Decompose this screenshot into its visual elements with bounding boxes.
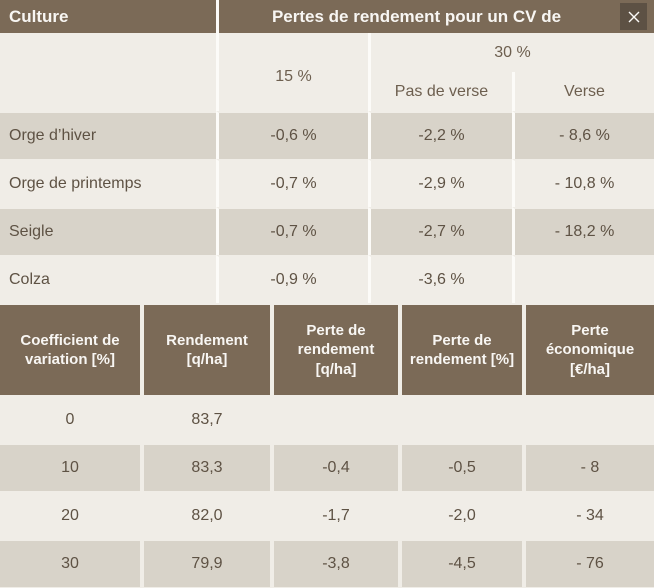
table-row-cv0: 0 83,7 (0, 395, 654, 443)
data-cell: -3,8 (270, 539, 398, 587)
culture-name-cell: Orge d’hiver (0, 111, 216, 159)
value-cell: - 8,6 % (512, 111, 654, 159)
coefficient-variation-table: Coefficient de variation [%] Rendement [… (0, 305, 654, 587)
cv-header-title: Pertes de rendement pour un CV de (271, 6, 562, 26)
data-cell: - 34 (522, 491, 654, 539)
culture-name-cell: Orge de printemps (0, 159, 216, 207)
empty-corner-cell (0, 33, 216, 111)
value-cell: - 18,2 % (512, 207, 654, 255)
col-header-perte-pct: Perte de rendement [%] (398, 305, 522, 395)
col-header-perte-qha: Perte de rendement [q/ha] (270, 305, 398, 395)
value-cell: -2,9 % (368, 159, 512, 207)
value-cell: -0,7 % (216, 207, 368, 255)
col-header-perte-economique: Perte économique [€/ha] (522, 305, 654, 395)
data-cell (270, 395, 398, 443)
table-row-orge-printemps: Orge de printemps -0,7 % -2,9 % - 10,8 % (0, 159, 654, 207)
value-cell (512, 255, 654, 303)
data-cell: 83,7 (140, 395, 270, 443)
culture-cv-table: Culture Pertes de rendement pour un CV d… (0, 0, 654, 303)
table-header-row: Coefficient de variation [%] Rendement [… (0, 305, 654, 395)
data-cell: -0,5 (398, 443, 522, 491)
subheader-verse: Verse (512, 72, 654, 111)
data-cell: 82,0 (140, 491, 270, 539)
data-cell: - 76 (522, 539, 654, 587)
data-cell: 83,3 (140, 443, 270, 491)
data-cell: -4,5 (398, 539, 522, 587)
value-cell: -0,7 % (216, 159, 368, 207)
col-header-rendement: Rendement [q/ha] (140, 305, 270, 395)
verse-subheader-row: Pas de verse Verse (0, 72, 654, 111)
table-row-cv20: 20 82,0 -1,7 -2,0 - 34 (0, 491, 654, 539)
table-header-row: Culture Pertes de rendement pour un CV d… (0, 0, 654, 33)
table-row-orge-hiver: Orge d’hiver -0,6 % -2,2 % - 8,6 % (0, 111, 654, 159)
close-icon (628, 11, 639, 22)
table-row-cv10: 10 83,3 -0,4 -0,5 - 8 (0, 443, 654, 491)
col-header-coefficient: Coefficient de variation [%] (0, 305, 140, 395)
value-cell: -2,7 % (368, 207, 512, 255)
cv-header-cell: Pertes de rendement pour un CV de (216, 0, 654, 33)
value-cell: -2,2 % (368, 111, 512, 159)
subheader-cv15: 15 % (216, 33, 368, 111)
table-row-seigle: Seigle -0,7 % -2,7 % - 18,2 % (0, 207, 654, 255)
data-cell (398, 395, 522, 443)
culture-name-cell: Seigle (0, 207, 216, 255)
value-cell: - 10,8 % (512, 159, 654, 207)
subheader-cv30: 30 % (368, 33, 654, 72)
data-cell: 79,9 (140, 539, 270, 587)
table-row-colza: Colza -0,9 % -3,6 % (0, 255, 654, 303)
culture-header-cell: Culture (0, 0, 216, 33)
close-button[interactable] (620, 3, 647, 30)
cv-subheader-row: 15 % 30 % (0, 33, 654, 111)
data-cell: -2,0 (398, 491, 522, 539)
value-cell: -0,6 % (216, 111, 368, 159)
table-row-cv30: 30 79,9 -3,8 -4,5 - 76 (0, 539, 654, 587)
data-cell: 30 (0, 539, 140, 587)
data-cell (522, 395, 654, 443)
data-cell: 0 (0, 395, 140, 443)
culture-name-cell: Colza (0, 255, 216, 303)
subheader-pas-de-verse: Pas de verse (368, 72, 512, 111)
value-cell: -3,6 % (368, 255, 512, 303)
value-cell: -0,9 % (216, 255, 368, 303)
data-cell: -1,7 (270, 491, 398, 539)
data-cell: 10 (0, 443, 140, 491)
data-cell: -0,4 (270, 443, 398, 491)
data-cell: 20 (0, 491, 140, 539)
data-cell: - 8 (522, 443, 654, 491)
